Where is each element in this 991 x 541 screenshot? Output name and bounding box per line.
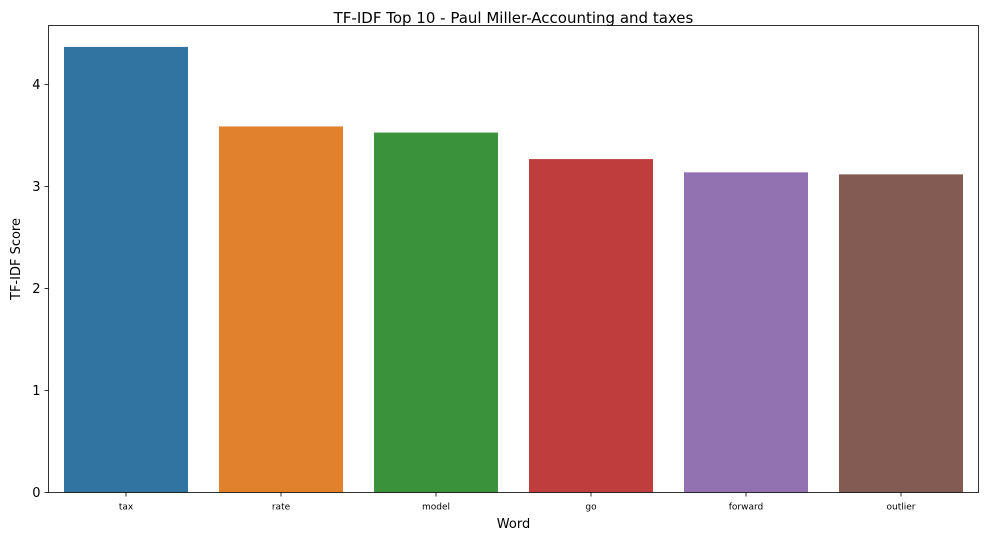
- bar-forward: [684, 172, 808, 493]
- x-tick-label: rate: [272, 503, 291, 513]
- x-axis-ticks: tax rate model go forward outlier: [119, 492, 916, 513]
- chart-title: TF-IDF Top 10 - Paul Miller-Accounting a…: [333, 9, 694, 27]
- y-tick-label: 0: [32, 486, 40, 501]
- x-tick-label: outlier: [887, 503, 916, 513]
- bars: [64, 46, 963, 493]
- x-tick-label: go: [585, 503, 597, 513]
- y-tick-label: 1: [32, 384, 40, 399]
- bar-outlier: [839, 174, 963, 493]
- x-tick-label: model: [422, 503, 450, 513]
- x-tick-label: tax: [119, 503, 134, 513]
- y-tick-label: 3: [32, 180, 40, 195]
- bar-model: [374, 132, 498, 493]
- bar-go: [529, 159, 653, 493]
- y-tick-label: 4: [32, 78, 40, 93]
- y-tick-label: 2: [32, 282, 40, 297]
- plot-area-frame: [48, 25, 979, 493]
- y-axis-ticks: 0 1 2 3 4: [32, 78, 49, 501]
- bar-tax: [64, 46, 188, 493]
- y-axis-label: TF-IDF Score: [9, 218, 24, 301]
- x-tick-label: forward: [729, 503, 764, 513]
- x-axis-label: Word: [497, 517, 530, 532]
- bar-rate: [219, 126, 343, 493]
